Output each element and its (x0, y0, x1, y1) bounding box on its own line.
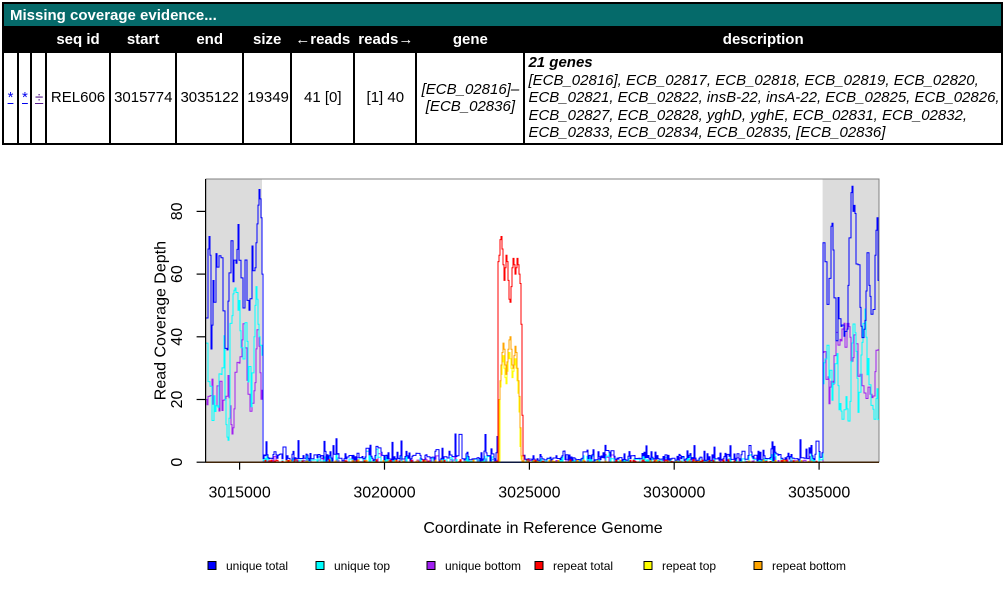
svg-text:40: 40 (169, 328, 186, 346)
svg-text:unique top: unique top (334, 559, 390, 573)
svg-text:Coordinate in Reference Genome: Coordinate in Reference Genome (423, 520, 662, 537)
svg-text:unique bottom: unique bottom (445, 559, 521, 573)
svg-text:3015000: 3015000 (208, 485, 270, 502)
svg-text:20: 20 (169, 391, 186, 409)
svg-text:Read Coverage Depth: Read Coverage Depth (153, 241, 170, 400)
svg-text:repeat top: repeat top (662, 559, 716, 573)
svg-text:3025000: 3025000 (498, 485, 560, 502)
svg-text:3020000: 3020000 (353, 485, 415, 502)
svg-text:3030000: 3030000 (643, 485, 705, 502)
svg-text:repeat total: repeat total (553, 559, 613, 573)
svg-text:60: 60 (169, 265, 186, 283)
svg-text:repeat bottom: repeat bottom (772, 559, 846, 573)
svg-text:unique total: unique total (226, 559, 288, 573)
svg-text:80: 80 (169, 202, 186, 220)
svg-text:3035000: 3035000 (788, 485, 850, 502)
svg-text:0: 0 (169, 458, 186, 467)
